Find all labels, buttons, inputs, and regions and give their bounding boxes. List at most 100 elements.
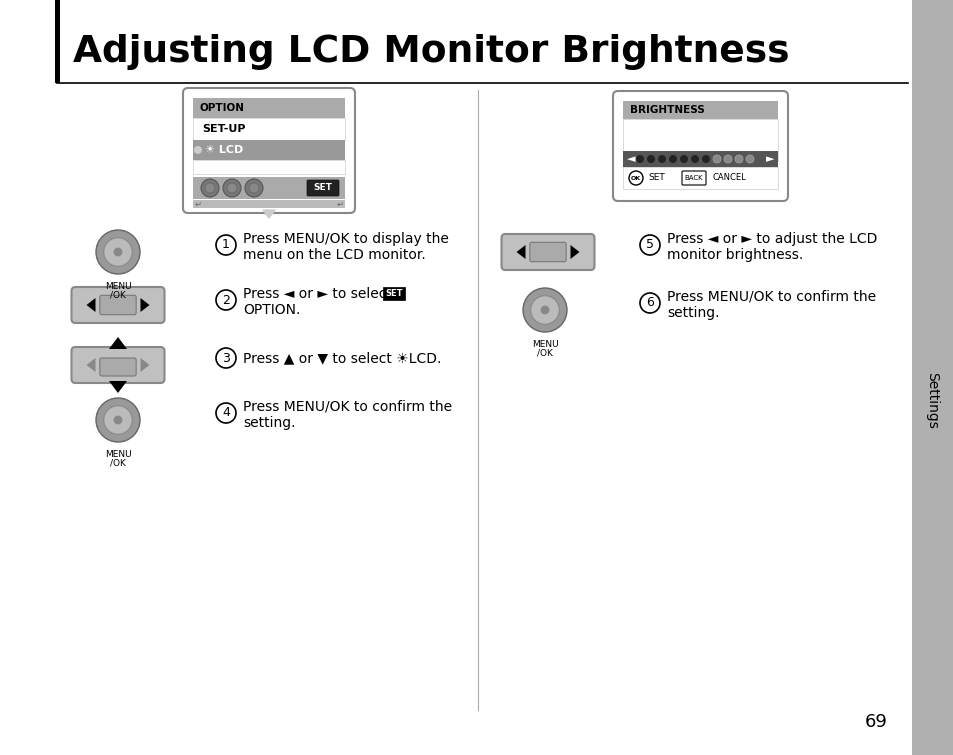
- Text: setting.: setting.: [666, 306, 719, 320]
- Polygon shape: [140, 298, 150, 312]
- Circle shape: [745, 155, 753, 163]
- Text: SET: SET: [314, 183, 332, 193]
- Circle shape: [104, 405, 132, 434]
- Circle shape: [636, 155, 643, 163]
- Circle shape: [215, 403, 235, 423]
- Bar: [193, 118, 345, 140]
- Polygon shape: [570, 245, 578, 259]
- Circle shape: [205, 183, 214, 193]
- Bar: [622, 151, 778, 167]
- Text: Press ◄ or ► to select: Press ◄ or ► to select: [243, 287, 395, 301]
- Text: setting.: setting.: [243, 416, 295, 430]
- Circle shape: [227, 183, 236, 193]
- Text: /OK: /OK: [110, 458, 126, 467]
- Text: Press MENU/OK to confirm the: Press MENU/OK to confirm the: [666, 290, 875, 304]
- Circle shape: [639, 235, 659, 255]
- Text: SET: SET: [385, 289, 402, 298]
- Bar: [622, 101, 778, 119]
- Text: ►: ►: [765, 154, 774, 164]
- Bar: [622, 167, 778, 189]
- Text: menu on the LCD monitor.: menu on the LCD monitor.: [243, 248, 425, 262]
- Text: MENU: MENU: [105, 282, 132, 291]
- Bar: [911, 0, 953, 755]
- Text: BACK: BACK: [684, 175, 702, 181]
- Text: SET: SET: [647, 174, 664, 183]
- Circle shape: [245, 179, 263, 197]
- Circle shape: [249, 183, 258, 193]
- Circle shape: [96, 230, 140, 274]
- Bar: [622, 119, 778, 161]
- Text: 4: 4: [222, 406, 230, 420]
- Circle shape: [690, 155, 699, 163]
- FancyBboxPatch shape: [71, 347, 164, 383]
- Text: monitor brightness.: monitor brightness.: [666, 248, 802, 262]
- Circle shape: [193, 146, 202, 154]
- Bar: [55, 0, 60, 83]
- Text: ☀ LCD: ☀ LCD: [205, 145, 243, 155]
- Text: ↵: ↵: [194, 199, 201, 208]
- Polygon shape: [140, 358, 150, 372]
- Circle shape: [723, 155, 731, 163]
- Circle shape: [679, 155, 687, 163]
- Circle shape: [522, 288, 566, 332]
- FancyBboxPatch shape: [681, 171, 705, 185]
- Circle shape: [712, 155, 720, 163]
- Bar: [193, 140, 345, 160]
- Circle shape: [646, 155, 655, 163]
- Circle shape: [540, 306, 549, 314]
- Polygon shape: [109, 381, 127, 393]
- Text: BRIGHTNESS: BRIGHTNESS: [629, 105, 704, 115]
- Text: Press MENU/OK to display the: Press MENU/OK to display the: [243, 232, 449, 246]
- Text: CANCEL: CANCEL: [712, 174, 746, 183]
- Bar: [193, 177, 345, 199]
- FancyBboxPatch shape: [183, 88, 355, 213]
- Text: ↵: ↵: [336, 199, 343, 208]
- Polygon shape: [109, 337, 127, 349]
- Circle shape: [96, 398, 140, 442]
- Circle shape: [658, 155, 665, 163]
- Text: 3: 3: [222, 352, 230, 365]
- Polygon shape: [87, 358, 95, 372]
- Bar: [193, 200, 345, 208]
- Text: MENU: MENU: [105, 450, 132, 459]
- Text: 6: 6: [645, 297, 653, 310]
- Text: Press ◄ or ► to adjust the LCD: Press ◄ or ► to adjust the LCD: [666, 232, 877, 246]
- Text: /OK: /OK: [537, 348, 553, 357]
- Text: Settings: Settings: [924, 371, 938, 428]
- Polygon shape: [263, 210, 274, 218]
- Bar: [193, 98, 345, 118]
- Circle shape: [201, 179, 219, 197]
- Circle shape: [223, 179, 241, 197]
- FancyBboxPatch shape: [529, 242, 565, 262]
- FancyBboxPatch shape: [100, 358, 136, 376]
- FancyBboxPatch shape: [613, 91, 787, 201]
- Circle shape: [668, 155, 677, 163]
- Polygon shape: [87, 298, 95, 312]
- Text: Press MENU/OK to confirm the: Press MENU/OK to confirm the: [243, 400, 452, 414]
- Circle shape: [734, 155, 742, 163]
- Text: /OK: /OK: [110, 290, 126, 299]
- Text: ◄: ◄: [626, 154, 635, 164]
- Circle shape: [113, 415, 122, 424]
- Text: OK: OK: [630, 175, 640, 180]
- Circle shape: [639, 293, 659, 313]
- FancyBboxPatch shape: [71, 287, 164, 323]
- Text: MENU: MENU: [531, 340, 558, 349]
- Circle shape: [104, 238, 132, 267]
- Circle shape: [215, 290, 235, 310]
- FancyBboxPatch shape: [307, 180, 338, 196]
- FancyBboxPatch shape: [501, 234, 594, 270]
- Text: 1: 1: [222, 239, 230, 251]
- Circle shape: [628, 171, 642, 185]
- Text: OPTION.: OPTION.: [243, 303, 300, 317]
- FancyBboxPatch shape: [382, 287, 405, 300]
- Text: Press ▲ or ▼ to select ☀LCD.: Press ▲ or ▼ to select ☀LCD.: [243, 351, 441, 365]
- Circle shape: [701, 155, 709, 163]
- Polygon shape: [516, 245, 525, 259]
- FancyBboxPatch shape: [100, 295, 136, 315]
- Text: 69: 69: [863, 713, 886, 731]
- Circle shape: [215, 235, 235, 255]
- Circle shape: [530, 296, 558, 325]
- Text: Adjusting LCD Monitor Brightness: Adjusting LCD Monitor Brightness: [73, 34, 789, 70]
- Text: 2: 2: [222, 294, 230, 307]
